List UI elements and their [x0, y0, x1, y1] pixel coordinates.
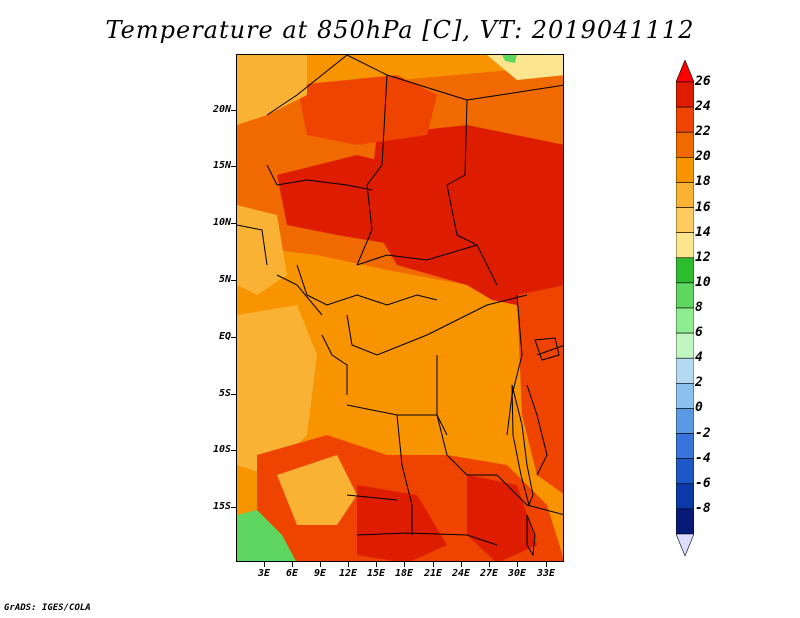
- colorbar-label: 20: [695, 149, 711, 165]
- colorbar-label: 26: [695, 74, 711, 89]
- colorbar-segment: [676, 408, 694, 434]
- lat-label-20n: 20N: [212, 104, 231, 115]
- colorbar-segment: [676, 157, 694, 183]
- colorbar-label: 4: [695, 350, 703, 366]
- field-south-pale: [277, 455, 357, 525]
- lat-label-5n: 5N: [218, 274, 231, 285]
- lat-tick: [231, 450, 236, 451]
- colorbar-label: 16: [695, 199, 711, 215]
- colorbar-segment: [676, 207, 694, 233]
- lat-tick: [231, 507, 236, 508]
- field-east-red: [517, 285, 563, 494]
- colorbar-label: -4: [695, 450, 711, 466]
- colorbar-segment: [676, 332, 694, 359]
- lat-label-15n: 15N: [212, 160, 231, 171]
- colorbar-segment: [676, 508, 694, 535]
- lon-label-9e: 9E: [313, 568, 327, 579]
- lat-tick: [231, 280, 236, 281]
- colorbar-label: 0: [695, 400, 703, 416]
- colorbar-label: 2: [695, 375, 703, 391]
- lat-label-15s: 15S: [212, 501, 231, 512]
- lon-label-24e: 24E: [451, 568, 471, 579]
- colorbar-label: 14: [695, 224, 711, 240]
- lon-tick: [348, 562, 349, 567]
- lon-tick: [517, 562, 518, 567]
- lon-label-18e: 18E: [394, 568, 414, 579]
- lat-tick: [231, 166, 236, 167]
- lat-tick: [231, 110, 236, 111]
- field-northwest-corner: [237, 55, 307, 125]
- colorbar-segment: [676, 232, 694, 259]
- lat-tick: [231, 337, 236, 338]
- field-southeast-hot: [467, 475, 537, 561]
- lon-label-33e: 33E: [536, 568, 556, 579]
- colorbar-segment: [676, 307, 694, 334]
- colorbar-segment: [676, 357, 694, 384]
- grads-credit: GrADS: IGES/COLA: [4, 603, 91, 613]
- lon-label-21e: 21E: [423, 568, 443, 579]
- lat-tick: [231, 223, 236, 224]
- colorbar-segment: [676, 182, 694, 208]
- colorbar-segment: [676, 131, 694, 158]
- field-top-yellow: [487, 55, 563, 80]
- colorbar-label: 12: [695, 249, 711, 265]
- colorbar-label: 6: [695, 325, 703, 341]
- field-top-green: [502, 55, 517, 63]
- lat-label-eq: EQ: [218, 331, 231, 342]
- lat-label-5s: 5S: [218, 388, 231, 399]
- temperature-map: [236, 54, 564, 562]
- lon-label-15e: 15E: [366, 568, 386, 579]
- colorbar-segment: [676, 483, 694, 510]
- lon-label-12e: 12E: [338, 568, 358, 579]
- colorbar: [676, 60, 694, 556]
- colorbar-label: 18: [695, 174, 711, 190]
- lon-label-6e: 6E: [285, 568, 299, 579]
- field-north-hot-east: [367, 125, 563, 315]
- colorbar-segment: [676, 433, 694, 459]
- colorbar-segment: [676, 383, 694, 409]
- colorbar-bottom-arrow: [676, 533, 694, 556]
- lon-tick: [461, 562, 462, 567]
- lat-tick: [231, 394, 236, 395]
- field-northwest-red: [297, 75, 437, 145]
- lon-tick: [292, 562, 293, 567]
- lon-label-27e: 27E: [479, 568, 499, 579]
- colorbar-label: 8: [695, 300, 703, 315]
- colorbar-segment: [676, 106, 694, 133]
- lake-outlines: [511, 337, 560, 557]
- colorbar-label: -6: [695, 475, 711, 491]
- lon-label-3e: 3E: [257, 568, 271, 579]
- lon-tick: [546, 562, 547, 567]
- field-west-pale: [237, 305, 317, 475]
- lat-label-10s: 10S: [212, 444, 231, 455]
- colorbar-label: -2: [695, 425, 711, 441]
- lon-tick: [433, 562, 434, 567]
- colorbar-label: 10: [695, 274, 711, 290]
- country-borders: [237, 55, 563, 546]
- lon-tick: [489, 562, 490, 567]
- field-southwest-green: [237, 510, 296, 561]
- colorbar-segment: [676, 81, 694, 108]
- lon-tick: [376, 562, 377, 567]
- colorbar-segment: [676, 282, 694, 309]
- lon-label-30e: 30E: [507, 568, 527, 579]
- colorbar-label: -8: [695, 500, 711, 516]
- map-title: Temperature at 850hPa [C], VT: 201904111…: [105, 16, 695, 44]
- colorbar-top-arrow: [676, 60, 694, 83]
- lon-tick: [320, 562, 321, 567]
- colorbar-segment: [676, 257, 694, 284]
- field-central-orange: [257, 285, 527, 445]
- field-south-hot: [357, 485, 447, 561]
- lon-tick: [264, 562, 265, 567]
- map-canvas: [237, 55, 563, 561]
- colorbar-label: 24: [695, 99, 711, 115]
- colorbar-label: 22: [695, 124, 711, 140]
- lat-label-10n: 10N: [212, 217, 231, 228]
- lon-tick: [404, 562, 405, 567]
- colorbar-segment: [676, 458, 694, 485]
